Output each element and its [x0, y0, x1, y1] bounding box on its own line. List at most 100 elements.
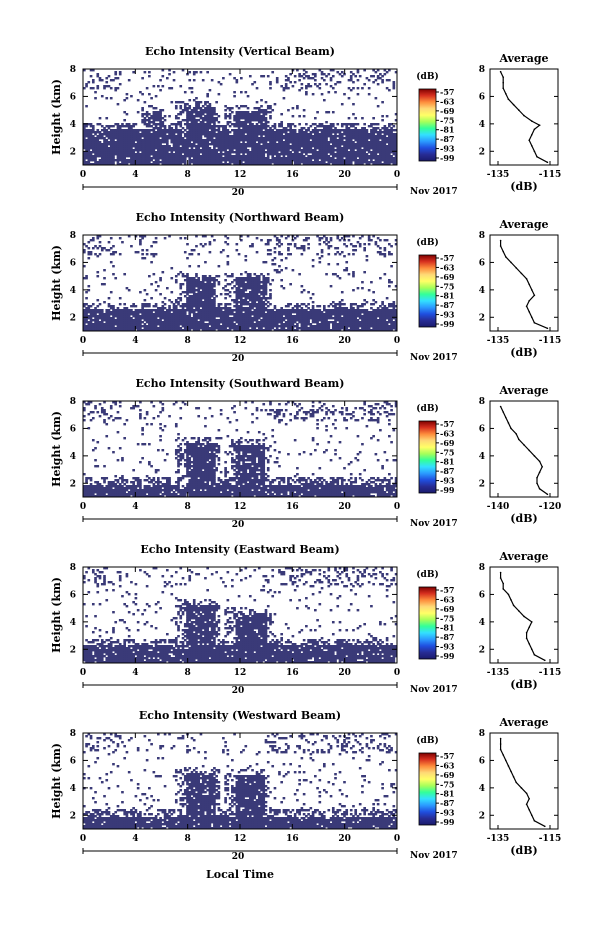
x-tick-label: 0 — [394, 668, 400, 678]
profile-y-tick-label: 8 — [479, 729, 485, 739]
profile-point — [531, 316, 533, 319]
x-tick-label: 8 — [185, 502, 191, 512]
profile-point — [538, 460, 541, 463]
x-tick-label: 16 — [286, 834, 299, 844]
colorbar-tick-label: -75 — [440, 613, 454, 623]
colorbar-title: (dB) — [416, 237, 438, 248]
profile-point — [515, 433, 517, 435]
profile-point — [531, 814, 533, 817]
profile-point — [533, 820, 536, 822]
profile-point — [499, 748, 502, 751]
profile-point — [531, 621, 533, 623]
x-tick-label: 20 — [338, 170, 351, 180]
profile-point — [507, 98, 510, 100]
y-tick-label: 2 — [70, 313, 76, 323]
panel-4: Echo Intensity (Westward Beam) 2 4 6 8 0 4 8 12 1… — [50, 709, 561, 862]
x-tick-label: 20 — [338, 834, 351, 844]
profile-point — [533, 128, 536, 131]
profile-x-tick-label: -135 — [487, 834, 510, 844]
profile-point — [528, 643, 530, 645]
profile-y-tick-label: 6 — [479, 424, 485, 434]
profile-line — [500, 240, 548, 329]
x-axis-label: Local Time — [206, 868, 274, 881]
x-tick-label: 0 — [80, 170, 86, 180]
profile-point — [531, 289, 533, 291]
panel-title: Echo Intensity (Westward Beam) — [139, 709, 341, 722]
x-tick-label: 12 — [234, 170, 247, 180]
profile-point — [515, 781, 517, 784]
profile-point — [538, 488, 541, 490]
profile-point — [528, 798, 530, 800]
profile-x-label: (dB) — [510, 180, 537, 193]
panel-1: Echo Intensity (Northward Beam) 2 4 6 8 0 4 8 12… — [50, 211, 561, 364]
x-tick-label: 4 — [132, 170, 138, 180]
profile-point — [502, 754, 505, 756]
x-tick-label: 16 — [286, 336, 299, 346]
x-tick-label: 4 — [132, 502, 138, 512]
colorbar-tick-label: -93 — [440, 310, 455, 320]
profile-point — [546, 493, 549, 496]
colorbar-tick-label: -69 — [440, 770, 455, 780]
profile-x-tick-label: -135 — [487, 336, 510, 346]
profile-y-tick-label: 2 — [479, 147, 485, 157]
x-tick-label: 12 — [234, 502, 247, 512]
x-tick-label: 8 — [185, 668, 191, 678]
profile-y-tick-label: 4 — [479, 784, 485, 794]
profile-point — [512, 103, 515, 106]
y-tick-label: 4 — [70, 784, 76, 794]
colorbar-tick-label: -87 — [440, 632, 454, 642]
x-tick-label: 0 — [80, 502, 86, 512]
profile-point — [528, 311, 530, 313]
echo-field — [83, 69, 398, 166]
profile-point — [525, 792, 528, 795]
profile-title: Average — [498, 716, 548, 729]
x-tick-label: 20 — [338, 502, 351, 512]
profile-frame — [489, 566, 559, 664]
y-tick-label: 6 — [70, 590, 76, 600]
profile-point — [525, 632, 528, 634]
profile-point — [507, 765, 510, 767]
colorbar-tick-label: -69 — [440, 272, 455, 282]
profile-frame — [489, 234, 559, 332]
colorbar-tick-label: -63 — [440, 594, 455, 604]
profile-point — [512, 604, 515, 607]
colorbar-title: (dB) — [416, 569, 438, 580]
x-tick-label: 0 — [394, 502, 400, 512]
date-label: Nov 2017 — [410, 519, 458, 529]
y-axis-label: Height (km) — [50, 79, 63, 155]
x-tick-label: 12 — [234, 336, 247, 346]
average-profile: Average 2 4 6 8 -135 -115(dB) — [479, 550, 562, 691]
profile-y-tick-label: 8 — [479, 65, 485, 75]
y-tick-label: 4 — [70, 618, 76, 628]
date-label: Nov 2017 — [410, 353, 458, 363]
colorbar — [418, 752, 437, 826]
profile-point — [533, 322, 536, 324]
y-tick-label: 2 — [70, 479, 76, 489]
date-label: Nov 2017 — [410, 851, 458, 861]
profile-point — [499, 737, 502, 740]
profile-point — [502, 76, 505, 78]
profile-y-tick-label: 4 — [479, 618, 485, 628]
colorbar-tick-label: -63 — [440, 96, 455, 106]
profile-point — [520, 272, 523, 275]
profile-x-label: (dB) — [510, 346, 537, 359]
profile-x-tick-label: -115 — [539, 336, 562, 346]
y-axis-label: Height (km) — [50, 245, 63, 321]
x-tick-label: 4 — [132, 668, 138, 678]
x-tick-label: 4 — [132, 834, 138, 844]
colorbar-tick-label: -87 — [440, 134, 454, 144]
colorbar-tick-label: -81 — [440, 125, 454, 135]
profile-frame — [489, 68, 559, 166]
x-tick-label: 8 — [185, 336, 191, 346]
profile-x-tick-label: -135 — [487, 668, 510, 678]
profile-y-tick-label: 8 — [479, 231, 485, 241]
x-tick-label: 0 — [80, 668, 86, 678]
x-tick-label: 16 — [286, 668, 299, 678]
profile-point — [528, 283, 530, 286]
colorbar — [418, 420, 437, 494]
profile-y-tick-label: 2 — [479, 479, 485, 489]
profile-title: Average — [498, 218, 548, 231]
profile-point — [510, 427, 512, 430]
profile-y-tick-label: 8 — [479, 397, 485, 407]
x-tick-label: 0 — [80, 834, 86, 844]
